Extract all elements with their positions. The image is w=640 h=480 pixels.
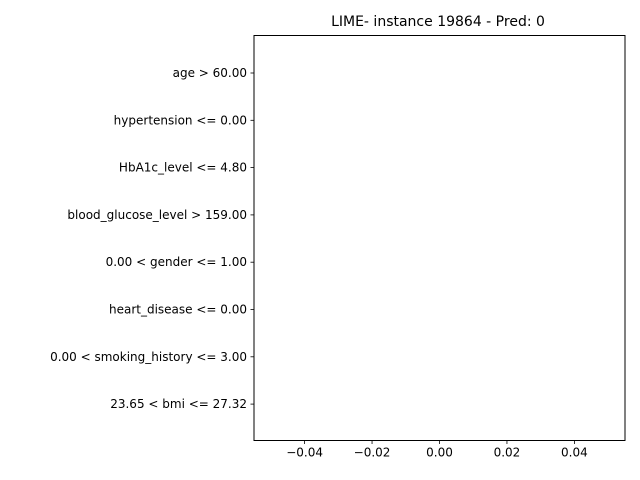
y-tick-label: HbA1c_level <= 4.80 [119, 161, 247, 175]
x-tick-label: 0.02 [494, 446, 521, 460]
y-tick-label: heart_disease <= 0.00 [109, 303, 247, 317]
y-tick-label: 23.65 < bmi <= 27.32 [110, 397, 247, 411]
y-tick-label: 0.00 < gender <= 1.00 [106, 255, 247, 269]
x-tick-label: −0.02 [354, 446, 391, 460]
x-tick-label: 0.04 [561, 446, 588, 460]
tick-group: age > 60.00 hypertension <= 0.00 HbA1c_lev… [50, 66, 588, 460]
y-tick-label: age > 60.00 [173, 66, 247, 80]
y-tick-label: hypertension <= 0.00 [114, 113, 247, 127]
y-tick-label: blood_glucose_level > 159.00 [67, 208, 247, 222]
x-tick-label: 0.00 [426, 446, 453, 460]
y-tick-label: 0.00 < smoking_history <= 3.00 [50, 350, 247, 364]
chart-title: LIME- instance 19864 - Pred: 0 [331, 14, 545, 30]
x-tick-label: −0.04 [286, 446, 323, 460]
plot-area-frame [253, 35, 626, 441]
